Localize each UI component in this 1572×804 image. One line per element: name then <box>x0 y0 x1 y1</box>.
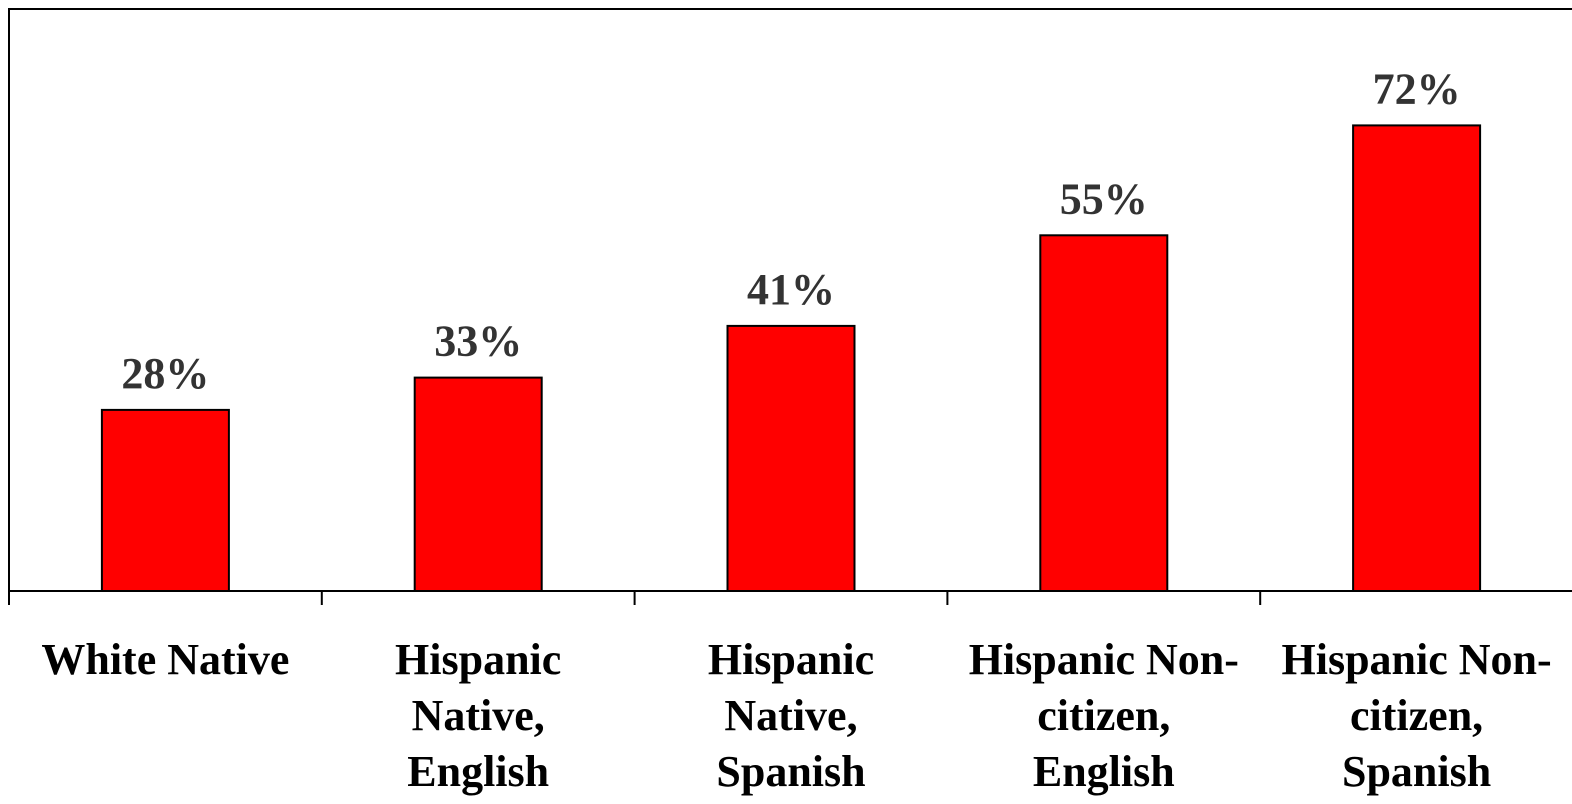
category-label: White Native <box>41 635 289 684</box>
category-label-line: citizen, <box>1037 691 1170 740</box>
x-axis <box>8 590 1572 605</box>
bar <box>100 408 230 592</box>
category-label: Hispanic Native, Spanish <box>708 635 874 796</box>
data-label: 72% <box>1373 64 1461 113</box>
category-label-line: Native, <box>724 691 857 740</box>
category-label-line: Hispanic Non- <box>1282 635 1552 684</box>
data-label: 41% <box>747 265 835 314</box>
category-label-line: Hispanic <box>395 635 561 684</box>
category-label-line: English <box>1033 747 1175 796</box>
category-label-line: Spanish <box>716 747 865 796</box>
data-labels-group: 28% 33% 41% 55% 72% <box>121 64 1461 398</box>
data-label: 55% <box>1060 174 1148 223</box>
bar <box>413 376 543 592</box>
category-label-line: Hispanic <box>708 635 874 684</box>
category-labels-group: White Native Hispanic Native, EnglishHispan… <box>41 635 1551 796</box>
data-label: 28% <box>121 349 209 398</box>
bar <box>726 324 856 592</box>
category-label-line: Spanish <box>1342 747 1491 796</box>
category-label-line: Native, <box>412 691 545 740</box>
category-label-line: citizen, <box>1350 691 1483 740</box>
category-label-line: English <box>407 747 549 796</box>
data-label: 33% <box>434 317 522 366</box>
bar <box>1039 234 1169 593</box>
category-label: Hispanic Non-citizen, English <box>969 635 1239 796</box>
category-label-line: White Native <box>41 635 289 684</box>
bar <box>1352 124 1482 593</box>
category-label: Hispanic Native, English <box>395 635 561 796</box>
category-label: Hispanic Non-citizen, Spanish <box>1282 635 1552 796</box>
category-label-line: Hispanic Non- <box>969 635 1239 684</box>
